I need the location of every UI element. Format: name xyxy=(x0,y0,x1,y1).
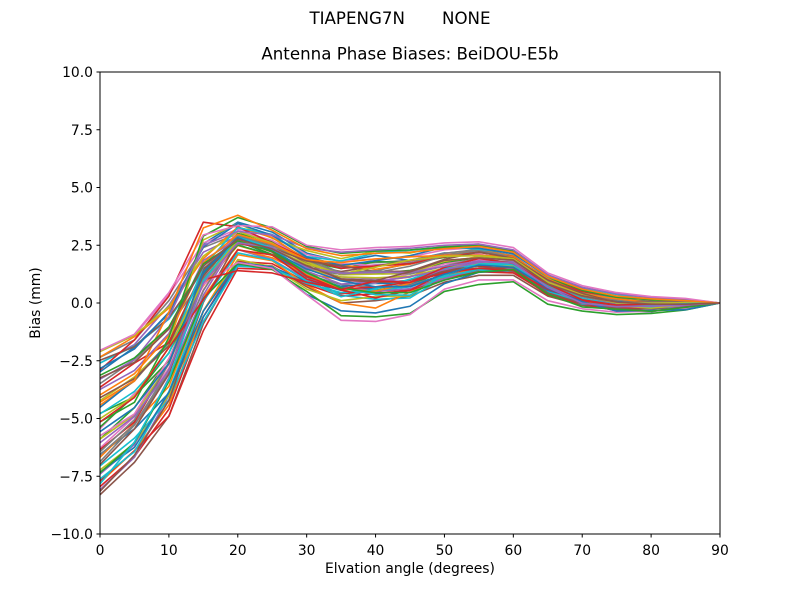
x-tick-label: 0 xyxy=(96,543,105,559)
y-tick-label: −10.0 xyxy=(50,527,93,543)
series-line-42 xyxy=(99,233,721,396)
y-tick-label: 10.0 xyxy=(62,65,93,81)
series-line-47 xyxy=(99,224,721,352)
x-axis-label: Elvation angle (degrees) xyxy=(325,561,495,577)
x-tick-label: 40 xyxy=(367,543,385,559)
x-tick-label: 30 xyxy=(298,543,316,559)
series-line-51 xyxy=(99,236,721,433)
y-tick-label: −5.0 xyxy=(59,412,93,428)
series-line-53 xyxy=(99,240,721,377)
axes-title: Antenna Phase Biases: BeiDOU-E5b xyxy=(261,45,558,64)
y-axis-ticks: −10.0 −7.5 −5.0 −2.5 0.0 2.5 5.0 7.5 10.0 xyxy=(50,65,100,543)
y-tick-label: 2.5 xyxy=(71,238,93,254)
y-tick-label: 0.0 xyxy=(71,296,93,312)
x-axis-ticks: 0 10 20 30 40 50 60 70 80 90 xyxy=(96,534,729,559)
y-axis-label: Bias (mm) xyxy=(28,267,44,338)
series-line-52 xyxy=(99,214,721,404)
x-tick-label: 80 xyxy=(642,543,660,559)
y-tick-label: 7.5 xyxy=(71,123,93,139)
x-tick-label: 70 xyxy=(573,543,591,559)
y-tick-label: −2.5 xyxy=(59,354,93,370)
line-series-group xyxy=(99,214,721,496)
x-tick-label: 20 xyxy=(229,543,247,559)
figure-suptitle: TIAPENG7N NONE xyxy=(308,9,490,28)
series-line-56 xyxy=(99,238,721,379)
series-line-38 xyxy=(99,235,721,456)
x-tick-label: 90 xyxy=(711,543,729,559)
y-tick-label: −7.5 xyxy=(59,469,93,485)
series-line-45 xyxy=(99,230,721,380)
series-line-54 xyxy=(99,249,721,423)
x-tick-label: 60 xyxy=(505,543,523,559)
y-tick-label: 5.0 xyxy=(71,181,93,197)
x-tick-label: 10 xyxy=(160,543,178,559)
x-tick-label: 50 xyxy=(436,543,454,559)
